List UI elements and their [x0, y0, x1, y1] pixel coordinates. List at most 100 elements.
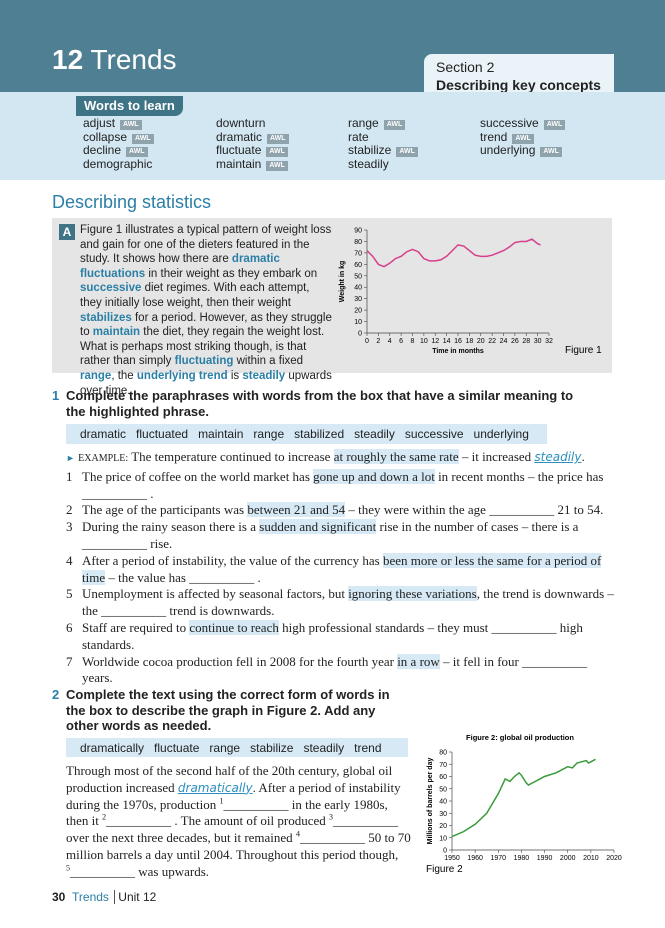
awl-tag: AWL	[126, 147, 148, 157]
awl-tag: AWL	[543, 120, 566, 130]
word-row: trend AWL	[480, 129, 565, 145]
x-tick-label: 14	[443, 338, 451, 345]
text-run: Worldwide cocoa production fell in 2008 …	[82, 653, 398, 669]
x-tick-label: 2010	[583, 855, 599, 862]
x-tick-label: 2020	[606, 855, 622, 862]
word: adjust	[83, 116, 116, 130]
text-run: high professional standards – they must …	[82, 619, 583, 652]
text-run: – it increased	[458, 449, 535, 464]
text-run: __________ was upwards.	[70, 863, 210, 879]
unit-title: Trends	[72, 890, 115, 904]
word: demographic	[83, 156, 153, 171]
text-run: The temperature continued to increase	[131, 449, 334, 464]
awl-tag: AWL	[267, 133, 289, 144]
exercise-item: 1 The price of coffee on the world market…	[66, 468, 616, 503]
exercise-item: 7 Worldwide cocoa production fell in 2008…	[66, 653, 616, 688]
word: decline	[83, 143, 122, 157]
text-sup: 3	[329, 813, 334, 823]
box-word: dramatically	[80, 740, 145, 755]
word: stabilize	[348, 143, 392, 157]
word-row: underlying AWL	[480, 143, 565, 158]
text-run: .	[581, 449, 585, 464]
y-tick-label: 60	[439, 774, 447, 781]
text-run: the diet, they regain the weight lost. W…	[80, 326, 325, 368]
word-row: maintain AWL	[216, 157, 289, 172]
box-word: underlying	[473, 427, 529, 441]
awl-tag: AWL	[383, 120, 406, 130]
figure-2: 0 10 20 30 40 50 60 70 80 1950 1960 1970 1980 1990 200…	[426, 733, 622, 875]
box-word: fluctuate	[154, 740, 200, 755]
text-run: rise in the number of cases – there is a…	[82, 519, 579, 551]
box-word: successive	[404, 427, 464, 441]
y-tick-label: 30	[439, 811, 447, 818]
word: underlying	[480, 143, 536, 157]
word-column: range AWL rate stabilize AWL steadily	[348, 116, 418, 172]
exercise-text: Through most of the second half of the 2…	[66, 763, 412, 881]
word-row: adjust AWL	[83, 116, 154, 131]
text-run: is	[227, 369, 243, 382]
y-tick-label: 60	[354, 262, 362, 269]
text-hl: maintain	[92, 326, 141, 339]
item-number: 3	[66, 519, 73, 535]
item-number: 4	[66, 552, 73, 568]
box-word: stabilized	[294, 427, 345, 441]
word: downturn	[216, 116, 266, 130]
text-run: within a fixed	[233, 355, 304, 368]
x-tick-label: 4	[388, 338, 392, 345]
text-sup: 5	[66, 863, 70, 873]
box-word: trend	[354, 740, 382, 755]
text-ans: dramatically	[177, 780, 253, 795]
text-sup: 2	[102, 813, 107, 823]
text-run: , the trend is downwards – the _________…	[82, 586, 614, 619]
box-word: range	[209, 740, 241, 755]
section-box: Section 2 Describing key concepts	[424, 54, 614, 98]
x-tick-label: 2000	[560, 855, 576, 862]
word-row: fluctuate AWL	[216, 143, 289, 158]
item-number: 5	[66, 586, 73, 602]
x-tick-label: 1970	[490, 855, 506, 862]
text-run: Staff are required to	[82, 619, 190, 635]
text-run: diet regimes. With each attempt, they in…	[80, 282, 310, 309]
text-hl: range	[80, 369, 112, 382]
word-row: steadily	[348, 157, 418, 172]
x-tick-label: 8	[411, 338, 415, 345]
exercise-item: 6 Staff are required to continue to reach…	[66, 619, 616, 654]
awl-tag: AWL	[512, 133, 534, 144]
awl-tag: AWL	[266, 147, 288, 157]
x-tick-label: 26	[511, 338, 519, 345]
page-number: 30	[52, 890, 66, 904]
box-a-text: Figure 1 illustrates a typical pattern o…	[80, 223, 332, 398]
word-row: range AWL	[348, 116, 418, 131]
chapter-title: Trends	[90, 44, 177, 75]
y-tick-label: 50	[354, 273, 362, 280]
text-run: for a period. However, as they struggle …	[80, 311, 332, 339]
item-number: 6	[66, 619, 73, 635]
text-sup: 1	[219, 796, 224, 806]
y-tick-label: 90	[354, 228, 362, 235]
text-run: , the	[111, 369, 137, 382]
exercise-item: 3 During the rainy season there is a sudd…	[66, 519, 616, 553]
word: trend	[480, 129, 508, 144]
x-tick-label: 0	[365, 338, 369, 345]
text-run: – the value has __________ .	[105, 569, 261, 585]
exercise-item: 4 After a period of instability, the valu…	[66, 552, 616, 587]
x-tick-label: 1950	[444, 855, 460, 862]
word-row: demographic	[83, 156, 154, 172]
text-run: The price of coffee on the world market …	[82, 468, 314, 484]
word-row: downturn	[216, 116, 289, 131]
word-row: stabilize AWL	[348, 143, 418, 158]
y-tick-label: 70	[354, 250, 362, 257]
exercise-item: 2 The age of the participants was between…	[66, 502, 616, 519]
text-run: The age of the participants was	[82, 502, 248, 518]
x-tick-label: 28	[522, 338, 530, 345]
word-row: decline AWL	[83, 143, 154, 158]
example-marker: ►	[66, 453, 75, 463]
text-run: __________ in the early 1980s, then it	[66, 796, 388, 829]
word: collapse	[83, 129, 128, 144]
exercise-number: 2	[52, 687, 60, 702]
text-run: – it fell in four __________ years.	[82, 653, 588, 686]
word-row: successive AWL	[480, 116, 566, 131]
x-tick-label: 6	[399, 338, 403, 345]
text-hl: in a row	[397, 653, 440, 669]
y-tick-label: 20	[439, 823, 447, 830]
